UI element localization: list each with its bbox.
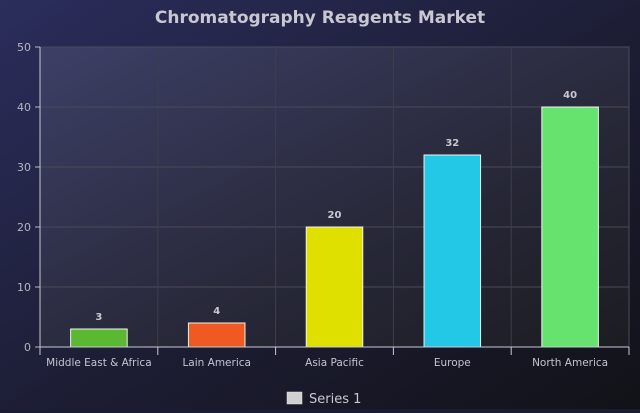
y-tick-label: 30 — [17, 161, 31, 174]
bar[interactable] — [70, 328, 128, 348]
data-label: 32 — [445, 138, 459, 149]
bars: 3 4 20 32 40 — [70, 90, 599, 348]
x-tick-label: Europe — [434, 357, 471, 369]
data-label: 40 — [563, 90, 577, 101]
x-axis: Middle East & Africa Lain America Asia Pac… — [39, 346, 630, 369]
legend-label[interactable]: Series 1 — [309, 392, 361, 407]
bar[interactable] — [187, 322, 246, 348]
bar[interactable] — [305, 226, 364, 348]
x-tick-label: North America — [532, 357, 608, 369]
chart-title: Chromatography Reagents Market — [155, 8, 485, 28]
y-axis: 0 10 20 30 40 50 — [17, 41, 41, 354]
x-tick-label: Asia Pacific — [305, 357, 364, 369]
y-tick-label: 10 — [17, 281, 31, 294]
y-tick-label: 50 — [17, 41, 31, 54]
bar[interactable] — [541, 106, 599, 348]
y-tick-label: 20 — [17, 221, 31, 234]
bar[interactable] — [423, 154, 482, 348]
legend[interactable]: Series 1 — [286, 391, 361, 407]
y-tick-label: 0 — [24, 341, 31, 354]
legend-swatch[interactable] — [286, 391, 303, 405]
x-tick-label: Middle East & Africa — [46, 357, 152, 369]
x-tick-label: Lain America — [182, 357, 251, 369]
data-label: 3 — [95, 312, 102, 323]
data-label: 4 — [213, 306, 220, 317]
data-label: 20 — [328, 210, 342, 221]
y-tick-label: 40 — [17, 101, 31, 114]
